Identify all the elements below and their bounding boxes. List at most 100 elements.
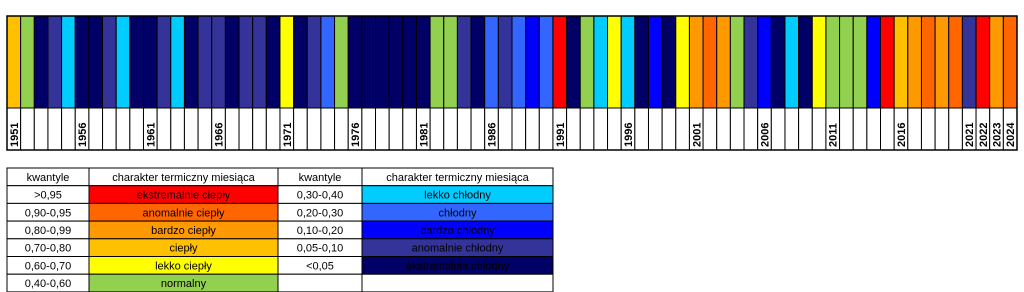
- quantile-range: <0,05: [306, 260, 334, 272]
- year-label-cell: [920, 107, 936, 151]
- year-cell: [415, 15, 431, 109]
- year-label-cell: [375, 107, 390, 151]
- year-label-cell: [934, 107, 950, 151]
- class-name: chłodny: [439, 207, 477, 219]
- year-label-cell: [729, 107, 745, 151]
- year-label-cell: [170, 107, 185, 151]
- year-cell: [306, 15, 322, 109]
- year-cell: [443, 15, 458, 109]
- year-cell: [252, 15, 267, 109]
- year-label-cell: [675, 107, 690, 151]
- year-label-cell: [88, 107, 104, 151]
- year-label: 1981: [418, 123, 430, 147]
- year-label: 1956: [77, 123, 89, 147]
- year-cell: [6, 15, 22, 109]
- year-cell: [825, 15, 841, 109]
- year-label-cell: [743, 107, 759, 151]
- year-label: 2024: [1005, 122, 1017, 147]
- legend-header: kwantyle: [299, 172, 342, 184]
- year-label-cell: [197, 107, 213, 151]
- year-label: 1971: [282, 123, 294, 147]
- year-label-cell: [265, 107, 281, 151]
- year-label: 2006: [760, 123, 772, 147]
- year-cell: [334, 15, 349, 109]
- year-label-cell: [33, 107, 49, 151]
- year-cell: [156, 15, 172, 109]
- year-label-cell: [798, 107, 813, 151]
- year-cell: [593, 15, 609, 109]
- year-label-cell: [538, 107, 554, 151]
- year-cell: [811, 15, 827, 109]
- year-label: 2022: [978, 123, 990, 147]
- year-cell: [129, 15, 144, 109]
- quantile-range: 0,40-0,60: [25, 278, 71, 290]
- year-label-cell: [880, 107, 895, 151]
- year-label-cell: [634, 107, 649, 151]
- quantile-range: 0,90-0,95: [25, 207, 71, 219]
- year-label-cell: [156, 107, 172, 151]
- year-label-cell: [716, 107, 731, 151]
- year-label-cell: [20, 107, 35, 151]
- year-label: 1996: [623, 123, 635, 147]
- year-label: 1951: [9, 123, 21, 147]
- year-label-cell: [224, 107, 240, 151]
- year-label-cell: [770, 107, 786, 151]
- year-cell: [361, 15, 377, 109]
- year-label-cell: [102, 107, 117, 151]
- year-label-cell: [129, 107, 144, 151]
- year-cell: [61, 15, 76, 109]
- year-cell: [183, 15, 199, 109]
- year-cell: [470, 15, 486, 109]
- year-cell: [620, 15, 636, 109]
- legend-header: charakter termiczny miesiąca: [386, 172, 529, 184]
- year-label-cell: [566, 107, 581, 151]
- year-cell: [579, 15, 595, 109]
- year-cell: [47, 15, 63, 109]
- quantile-range: 0,30-0,40: [297, 190, 343, 202]
- year-label-cell: [429, 107, 445, 151]
- year-cell: [934, 15, 950, 109]
- year-label-cell: [293, 107, 308, 151]
- year-label-cell: [443, 107, 458, 151]
- year-label-cell: [702, 107, 718, 151]
- year-cell: [866, 15, 882, 109]
- year-cell: [224, 15, 240, 109]
- year-label-cell: [183, 107, 199, 151]
- year-label-cell: [252, 107, 267, 151]
- year-cell: [566, 15, 581, 109]
- year-cell: [511, 15, 527, 109]
- year-cell: [1002, 15, 1018, 109]
- year-label: 1961: [145, 123, 157, 147]
- year-cell: [907, 15, 922, 109]
- year-cell: [456, 15, 472, 109]
- year-label-cell: [388, 107, 404, 151]
- class-name: lekko ciepły: [155, 260, 212, 272]
- year-cell: [197, 15, 213, 109]
- year-label-cell: [511, 107, 527, 151]
- year-label-cell: [948, 107, 963, 151]
- year-label: 1966: [214, 123, 226, 147]
- year-label: 1976: [350, 123, 362, 147]
- year-cell: [88, 15, 104, 109]
- year-cell: [961, 15, 977, 109]
- strip-border: [6, 15, 1018, 151]
- year-cell: [702, 15, 718, 109]
- class-name: bardzo chłodny: [420, 225, 495, 237]
- year-cell: [538, 15, 554, 109]
- year-label-cell: [497, 107, 513, 151]
- year-cell: [279, 15, 295, 109]
- year-cell: [211, 15, 226, 109]
- empty-cell: [361, 273, 554, 292]
- class-name: anomalnie chłodny: [412, 243, 504, 255]
- empty-cell: [277, 273, 363, 292]
- year-label-cell: [661, 107, 677, 151]
- year-cell: [675, 15, 690, 109]
- year-label-cell: [306, 107, 322, 151]
- quantile-range: 0,05-0,10: [297, 243, 343, 255]
- year-cell: [948, 15, 963, 109]
- class-name: ekstremalnie ciepły: [137, 190, 231, 202]
- year-label-cell: [839, 107, 854, 151]
- year-cell: [729, 15, 745, 109]
